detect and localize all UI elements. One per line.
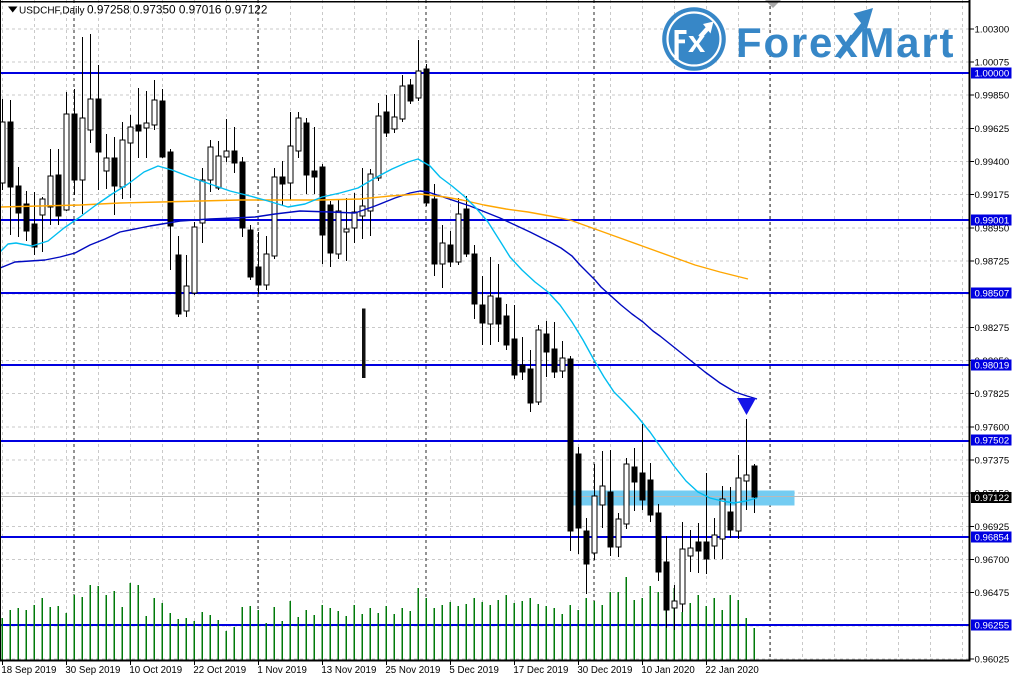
svg-text:0.97258 0.97350 0.97016 0.9712: 0.97258 0.97350 0.97016 0.97122 [87,3,267,17]
svg-text:25 Nov 2019: 25 Nov 2019 [385,665,440,676]
svg-text:0.97502: 0.97502 [975,436,1010,447]
svg-text:0.97375: 0.97375 [975,456,1010,467]
svg-text:ForexMart: ForexMart [736,19,955,66]
svg-text:0.99001: 0.99001 [975,216,1010,227]
svg-text:USDCHF,Daily: USDCHF,Daily [19,6,85,17]
svg-text:13 Nov 2019: 13 Nov 2019 [321,665,376,676]
svg-text:1.00000: 1.00000 [975,69,1010,80]
svg-text:0.98019: 0.98019 [975,361,1010,372]
svg-text:1.00075: 1.00075 [975,58,1010,69]
svg-text:17 Dec 2019: 17 Dec 2019 [513,665,568,676]
svg-text:0.96700: 0.96700 [975,555,1010,566]
svg-text:0.99175: 0.99175 [975,190,1010,201]
svg-text:0.96255: 0.96255 [975,621,1010,632]
svg-text:0.96925: 0.96925 [975,522,1010,533]
svg-text:0.96475: 0.96475 [975,588,1010,599]
svg-text:5 Dec 2019: 5 Dec 2019 [449,665,499,676]
svg-text:0.96025: 0.96025 [975,655,1010,666]
svg-text:0.96854: 0.96854 [975,533,1010,544]
svg-text:22 Oct 2019: 22 Oct 2019 [193,665,246,676]
svg-text:1 Nov 2019: 1 Nov 2019 [257,665,307,676]
svg-text:0.98950: 0.98950 [975,223,1010,234]
svg-text:0.99625: 0.99625 [975,124,1010,135]
svg-text:10 Oct 2019: 10 Oct 2019 [129,665,182,676]
svg-text:22 Jan 2020: 22 Jan 2020 [705,665,759,676]
svg-text:18 Sep 2019: 18 Sep 2019 [1,665,56,676]
svg-text:1.00300: 1.00300 [975,24,1010,35]
svg-text:0.97122: 0.97122 [975,493,1010,504]
svg-text:0.97825: 0.97825 [975,389,1010,400]
svg-text:10 Jan 2020: 10 Jan 2020 [641,665,695,676]
svg-text:0.99850: 0.99850 [975,91,1010,102]
svg-text:0.98507: 0.98507 [975,289,1010,300]
svg-text:30 Sep 2019: 30 Sep 2019 [65,665,120,676]
svg-text:0.98725: 0.98725 [975,257,1010,268]
svg-text:30 Dec 2019: 30 Dec 2019 [577,665,632,676]
svg-text:0.97600: 0.97600 [975,422,1010,433]
svg-text:0.98275: 0.98275 [975,323,1010,334]
svg-text:x: x [688,24,706,59]
svg-text:0.99400: 0.99400 [975,157,1010,168]
